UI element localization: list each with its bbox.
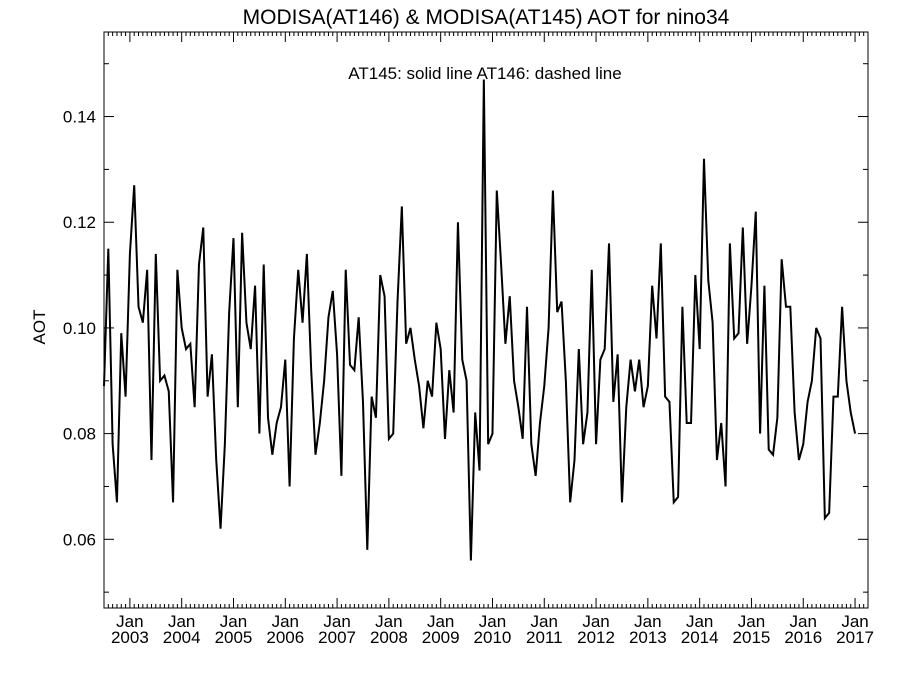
y-tick-label: 0.08	[63, 425, 96, 444]
x-tick-label-year: 2003	[111, 628, 149, 647]
x-tick-label-month: Jan	[427, 612, 454, 631]
x-tick-label-month: Jan	[634, 612, 661, 631]
x-tick-label-year: 2009	[422, 628, 460, 647]
x-tick-label-month: Jan	[790, 612, 817, 631]
x-tick-label-year: 2015	[733, 628, 771, 647]
x-tick-label-month: Jan	[738, 612, 765, 631]
x-tick-label-year: 2007	[318, 628, 356, 647]
y-tick-label: 0.14	[63, 108, 96, 127]
y-tick-label: 0.10	[63, 319, 96, 338]
y-tick-label: 0.06	[63, 530, 96, 549]
x-tick-label-year: 2013	[629, 628, 667, 647]
x-tick-label-year: 2012	[577, 628, 615, 647]
series-annotation: AT145: solid line AT146: dashed line	[348, 64, 621, 83]
x-tick-label-year: 2004	[163, 628, 201, 647]
x-tick-label-month: Jan	[375, 612, 402, 631]
y-axis-label: AOT	[30, 310, 49, 345]
chart-title: MODISA(AT146) & MODISA(AT145) AOT for ni…	[243, 6, 730, 29]
x-tick-label-month: Jan	[479, 612, 506, 631]
x-tick-label-month: Jan	[531, 612, 558, 631]
x-tick-label-month: Jan	[168, 612, 195, 631]
x-tick-label-month: Jan	[841, 612, 868, 631]
x-tick-label-month: Jan	[116, 612, 143, 631]
x-tick-label-year: 2017	[836, 628, 874, 647]
x-tick-label-year: 2014	[681, 628, 719, 647]
y-tick-label: 0.12	[63, 213, 96, 232]
x-tick-label-month: Jan	[582, 612, 609, 631]
x-tick-label-month: Jan	[323, 612, 350, 631]
x-tick-label-year: 2008	[370, 628, 408, 647]
x-tick-label-month: Jan	[220, 612, 247, 631]
x-tick-label-year: 2006	[266, 628, 304, 647]
plot-frame	[103, 31, 869, 609]
x-tick-label-month: Jan	[686, 612, 713, 631]
x-tick-label-year: 2016	[784, 628, 822, 647]
x-tick-label-month: Jan	[272, 612, 299, 631]
x-tick-label-year: 2005	[215, 628, 253, 647]
aot-series-line	[103, 79, 857, 561]
x-tick-label-year: 2010	[474, 628, 512, 647]
x-tick-label-year: 2011	[526, 628, 563, 647]
axes: 0.060.080.100.120.14Jan2003Jan2004Jan200…	[63, 32, 874, 647]
